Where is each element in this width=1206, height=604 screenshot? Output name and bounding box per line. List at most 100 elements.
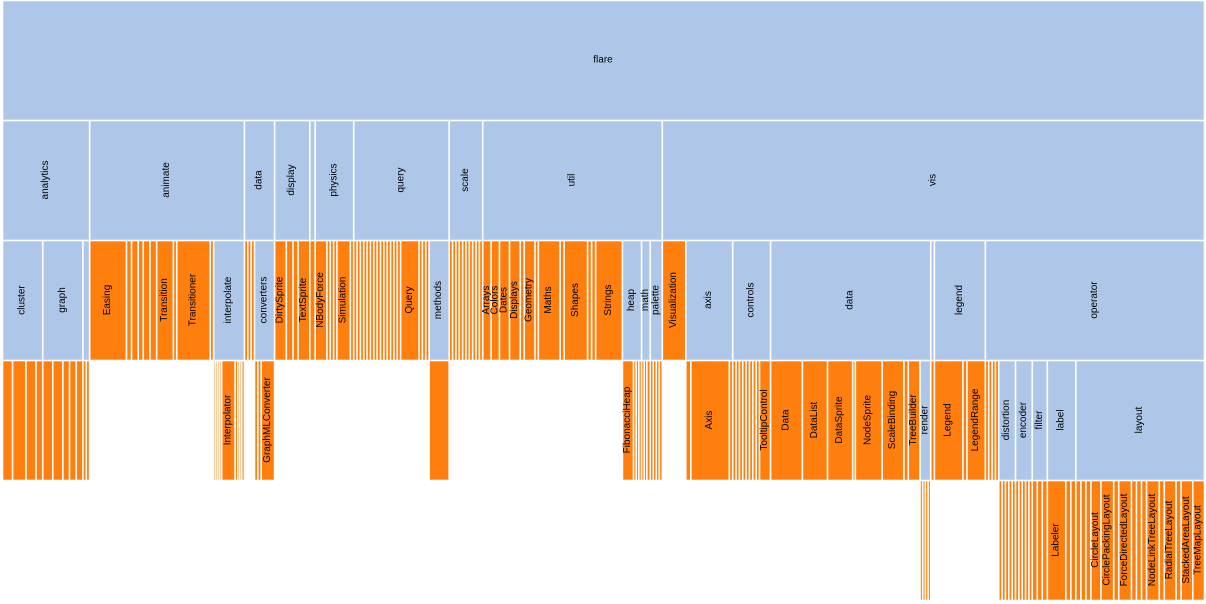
cell-leaf [469, 240, 473, 361]
cell-label-query: query [395, 167, 406, 192]
cell-leaf [1022, 480, 1026, 601]
cell-label-data: data [254, 170, 265, 190]
cell-leaf [1012, 480, 1016, 601]
cell-simulation [337, 240, 351, 361]
cell-transition [156, 240, 174, 361]
cell-leaf [732, 360, 736, 481]
cell-label-converters: converters [259, 277, 270, 324]
cell-leaf [995, 360, 999, 481]
cell-label-scalebinding: ScaleBinding [887, 391, 898, 449]
cell-leaf [1136, 480, 1142, 601]
cell-label-textsprite: TextSprite [298, 277, 309, 322]
cell-leaf [247, 240, 251, 361]
cell-label-util: util [567, 174, 578, 187]
cell-leaf [756, 360, 760, 481]
cell-maths [538, 240, 560, 361]
cell-graph [42, 240, 83, 361]
cell-leaf [360, 240, 364, 361]
cell-label-math: math [640, 289, 651, 311]
cell-label-interpolator: Interpolator [222, 394, 233, 445]
cell-leaf [235, 360, 238, 481]
cell-leaf [363, 240, 367, 361]
cell-leaf [353, 240, 357, 361]
cell-label-encoder: encoder [1018, 401, 1029, 438]
cell-converters [254, 240, 275, 361]
cell-leaf [387, 240, 391, 361]
cell-label-simulation: Simulation [338, 277, 349, 324]
cell-vis [662, 120, 1205, 241]
cell-label-radialtreelayout: RadialTreeLayout [1164, 501, 1175, 580]
cell-scalebinding [882, 360, 904, 481]
cell-cluster [2, 240, 43, 361]
cell-leaf [330, 240, 334, 361]
cell-label-layout: layout [1134, 406, 1145, 433]
cell-label-treebuilder: TreeBuilder [908, 394, 919, 446]
cell-visualization [662, 240, 686, 361]
cell-nbodyforce [315, 240, 327, 361]
cell-label-transitioner: Transitioner [188, 273, 199, 326]
cell-leaf [644, 360, 647, 481]
cell-layout [1076, 360, 1205, 481]
cell-label-datalist: DataList [809, 401, 820, 438]
cell-leaf [244, 240, 248, 361]
cell-displays [509, 240, 521, 361]
cell-leaf [213, 360, 216, 481]
cell-distortion [998, 360, 1016, 481]
cell-nodelinktreelayout [1146, 480, 1160, 601]
cell-leaf [2, 360, 13, 481]
cell-leaf [591, 240, 596, 361]
cell-label-scale: scale [460, 168, 471, 192]
cell-leaf [215, 360, 218, 481]
cell-heap [622, 240, 642, 361]
cell-leaf [1002, 480, 1006, 601]
cell-leaf [729, 360, 733, 481]
cell-display [274, 120, 310, 241]
cell-label-physics: physics [328, 163, 339, 196]
cell-leaf [449, 240, 453, 361]
cell-label-analytics: analytics [40, 161, 51, 200]
cell-label-arrays: Arrays [481, 286, 492, 315]
cell-leaf [131, 240, 139, 361]
cell-label-distortion: distortion [1001, 400, 1012, 441]
cell-treemaplayout [1192, 480, 1205, 601]
cell-leaf [370, 240, 374, 361]
cell-data [244, 120, 275, 241]
cell-interpolator [221, 360, 235, 481]
cell-leaf [419, 240, 423, 361]
cell-flare [2, 0, 1205, 121]
cell-group [930, 240, 935, 361]
cell-leaf [241, 360, 245, 481]
cell-leaf [390, 240, 394, 361]
cell-labeler [1047, 480, 1066, 601]
cell-util [482, 120, 663, 241]
cell-leaf [1159, 480, 1165, 601]
cell-leaf [83, 360, 87, 481]
cell-leaf [425, 240, 429, 361]
cell-leaf [373, 240, 377, 361]
cell-radialtreelayout [1164, 480, 1176, 601]
cell-leaf [138, 240, 144, 361]
cell-leaf [69, 360, 77, 481]
cell-leaf [985, 360, 989, 481]
cell-label-circlelayout: CircleLayout [1090, 512, 1101, 568]
cell-label-strings: Strings [603, 284, 614, 315]
cell-leaf [1005, 480, 1009, 601]
cell-label-dates: Dates [498, 287, 509, 313]
cell-leaf [852, 360, 856, 481]
cell-leaf [126, 240, 132, 361]
cell-dirtysprite [274, 240, 287, 361]
cell-label-stackedarealayout: StackedAreaLayout [1181, 496, 1192, 584]
cell-shapes [564, 240, 588, 361]
cell-data [770, 360, 803, 481]
cell-animate [89, 120, 245, 241]
cell-leaf [928, 480, 931, 601]
cell-leaf [998, 480, 1002, 601]
cell-circlelayout [1091, 480, 1101, 601]
cell-leaf [739, 360, 743, 481]
cell-leaf [1029, 480, 1033, 601]
cell-label-axis: Axis [704, 411, 715, 430]
cell-leaf [333, 240, 337, 361]
cell-leaf [462, 240, 466, 361]
